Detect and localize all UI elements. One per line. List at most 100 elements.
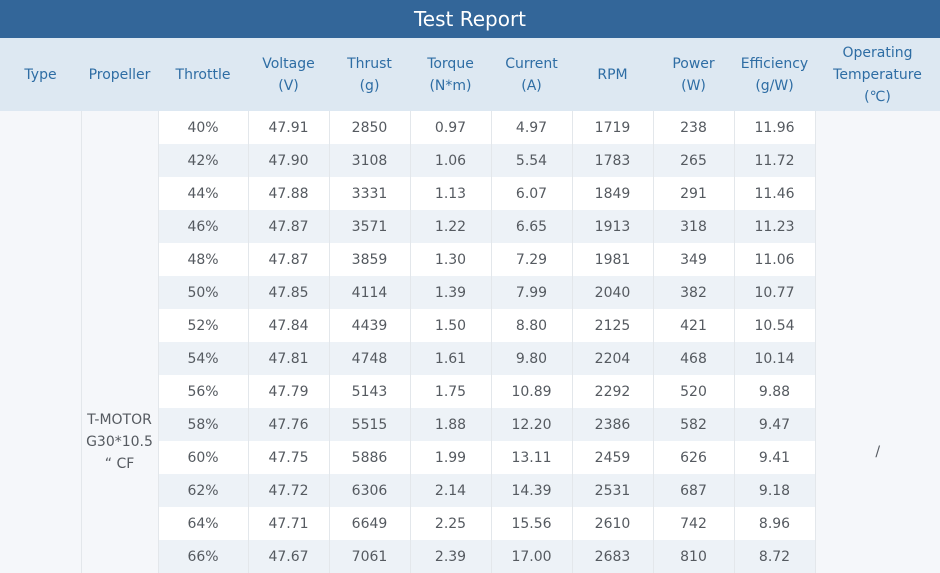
data-cell: 9.80 (490, 342, 572, 375)
data-cell: 5143 (328, 375, 410, 408)
data-cell: 1.22 (409, 210, 491, 243)
data-cell: 810 (652, 540, 734, 573)
temperature-cell: / (814, 111, 940, 573)
column-header: Propeller (81, 38, 158, 111)
column-header-text: (A) (521, 77, 542, 94)
data-cell: 9.41 (733, 441, 815, 474)
data-cell: 2040 (571, 276, 653, 309)
data-cell: 1.06 (409, 144, 491, 177)
table-row: 52% 47.84 4439 1.50 8.80 2125 421 10.54 (0, 309, 940, 342)
data-cell: 2.39 (409, 540, 491, 573)
column-header-text: (g/W) (755, 77, 794, 94)
data-cell: 349 (652, 243, 734, 276)
data-cell: 2850 (328, 111, 410, 144)
column-header: Power (W) (653, 38, 734, 111)
table-row: 62% 47.72 6306 2.14 14.39 2531 687 9.18 (0, 474, 940, 507)
data-cell: 10.77 (733, 276, 815, 309)
data-cell: 8.96 (733, 507, 815, 540)
data-cell: 1.61 (409, 342, 491, 375)
data-cell: 46% (157, 210, 248, 243)
column-header-text: Torque (427, 55, 474, 72)
column-header-text: (N*m) (429, 77, 472, 94)
data-cell: 3571 (328, 210, 410, 243)
data-cell: 5515 (328, 408, 410, 441)
column-header-text: (W) (681, 77, 706, 94)
table-row: T-MOTOR G30*10.5 “ CF 40% 47.91 2850 0.97 4.97 1… (0, 111, 940, 573)
column-header-text: (V) (278, 77, 299, 94)
data-cell: 1.30 (409, 243, 491, 276)
data-cell: 47.90 (247, 144, 329, 177)
column-header: Throttle (158, 38, 248, 111)
data-cell: 48% (157, 243, 248, 276)
data-cell: 1.99 (409, 441, 491, 474)
data-cell: 47.87 (247, 243, 329, 276)
data-cell: 626 (652, 441, 734, 474)
data-cell: 7.99 (490, 276, 572, 309)
column-header-text: Efficiency (740, 55, 809, 72)
data-cell: 47.91 (247, 111, 329, 144)
data-cell: 47.85 (247, 276, 329, 309)
column-header: Torque (N*m) (410, 38, 491, 111)
column-header: Operating Temperature (℃) (815, 38, 940, 111)
table-row: 54% 47.81 4748 1.61 9.80 2204 468 10.14 (0, 342, 940, 375)
column-header: Type (0, 38, 81, 111)
data-cell: 0.97 (409, 111, 491, 144)
data-cell: 10.14 (733, 342, 815, 375)
data-cell: 14.39 (490, 474, 572, 507)
data-cell: 62% (157, 474, 248, 507)
data-cell: 421 (652, 309, 734, 342)
data-cell: 54% (157, 342, 248, 375)
data-cell: 2125 (571, 309, 653, 342)
column-header-text: Power (672, 55, 715, 72)
data-cell: 10.54 (733, 309, 815, 342)
table-row: 50% 47.85 4114 1.39 7.99 2040 382 10.77 (0, 276, 940, 309)
data-cell: 1.75 (409, 375, 491, 408)
data-cell: 3331 (328, 177, 410, 210)
data-cell: 1.39 (409, 276, 491, 309)
data-cell: 2531 (571, 474, 653, 507)
data-cell: 2292 (571, 375, 653, 408)
data-cell: 687 (652, 474, 734, 507)
data-cell: 5886 (328, 441, 410, 474)
data-cell: 318 (652, 210, 734, 243)
temperature-text: / (875, 444, 881, 460)
data-cell: 11.96 (733, 111, 815, 144)
data-cell: 1783 (571, 144, 653, 177)
data-cell: 6.07 (490, 177, 572, 210)
data-cell: 10.89 (490, 375, 572, 408)
data-cell: 1981 (571, 243, 653, 276)
data-cell: 6306 (328, 474, 410, 507)
data-cell: 47.71 (247, 507, 329, 540)
data-cell: 382 (652, 276, 734, 309)
column-header-text: Throttle (175, 66, 231, 83)
table-row: 42% 47.90 3108 1.06 5.54 1783 265 11.72 (0, 144, 940, 177)
data-cell: 7.29 (490, 243, 572, 276)
data-cell: 238 (652, 111, 734, 144)
data-cell: 265 (652, 144, 734, 177)
data-cell: 5.54 (490, 144, 572, 177)
header-row: Type Propeller Throttle Voltage (V) Thrust (g)… (0, 38, 940, 111)
data-cell: 4114 (328, 276, 410, 309)
column-header-text: Type (24, 66, 57, 83)
data-cell: 47.84 (247, 309, 329, 342)
data-cell: 12.20 (490, 408, 572, 441)
data-cell: 742 (652, 507, 734, 540)
data-cell: 1719 (571, 111, 653, 144)
data-cell: 1849 (571, 177, 653, 210)
data-cell: 1913 (571, 210, 653, 243)
table-row: 64% 47.71 6649 2.25 15.56 2610 742 8.96 (0, 507, 940, 540)
data-cell: 17.00 (490, 540, 572, 573)
column-header-text: Temperature (833, 66, 922, 83)
column-header-text: Current (505, 55, 558, 72)
table-body: T-MOTOR G30*10.5 “ CF 40% 47.91 2850 0.97 4.97 1… (0, 111, 940, 573)
data-cell: 47.75 (247, 441, 329, 474)
column-header-text: Propeller (88, 66, 151, 83)
table-row: 56% 47.79 5143 1.75 10.89 2292 520 9.88 (0, 375, 940, 408)
data-cell: 42% (157, 144, 248, 177)
data-cell: 6649 (328, 507, 410, 540)
column-header: Current (A) (491, 38, 572, 111)
data-cell: 47.87 (247, 210, 329, 243)
data-cell: 8.80 (490, 309, 572, 342)
data-cell: 47.79 (247, 375, 329, 408)
test-report-table: Type Propeller Throttle Voltage (V) Thrust (g)… (0, 38, 940, 573)
